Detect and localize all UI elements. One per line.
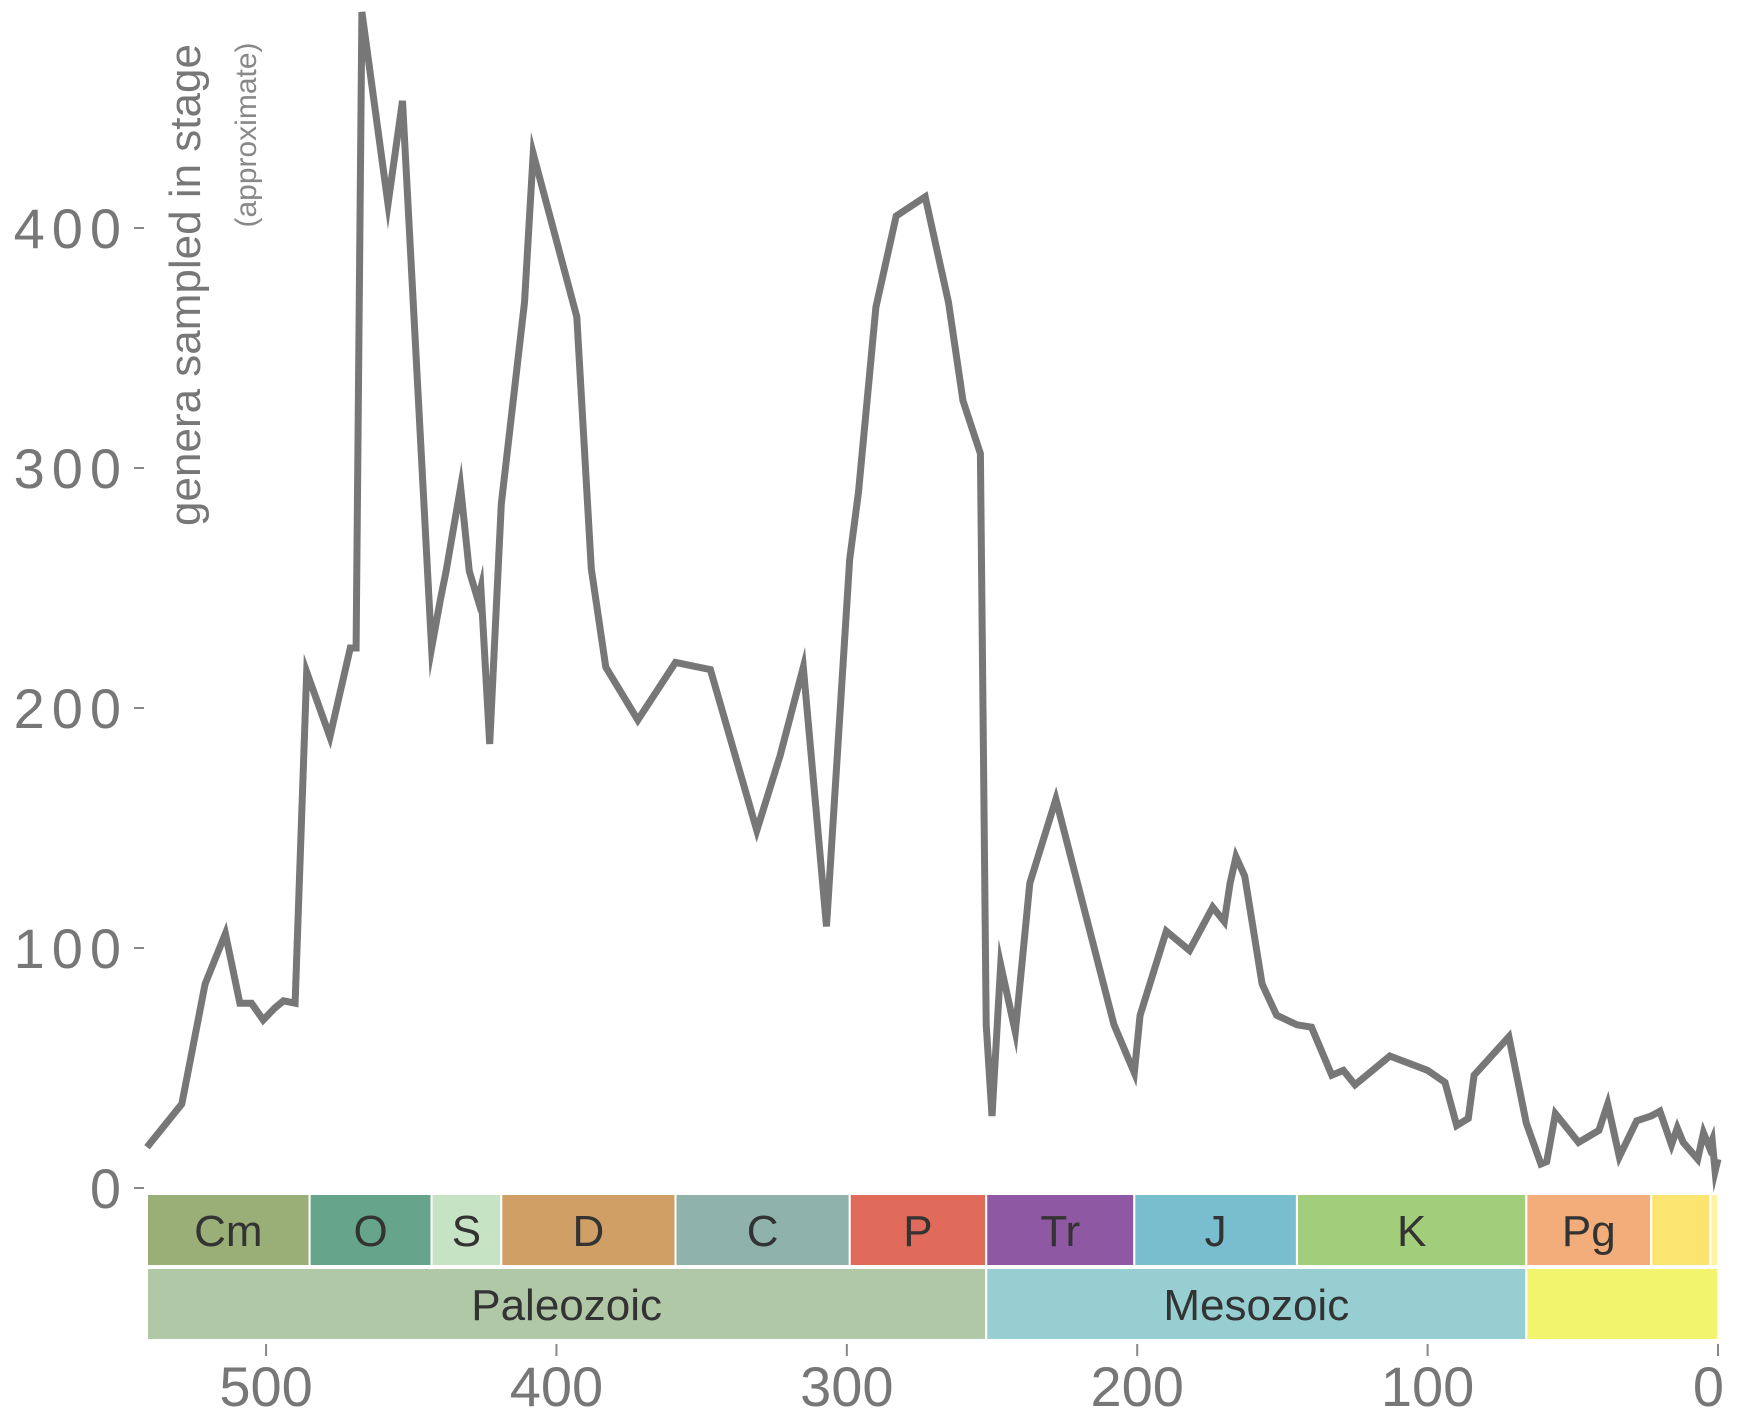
- data-line-group: [144, 11, 1722, 1193]
- x-tick-label: 100: [1381, 1355, 1474, 1412]
- period-label: Tr: [1040, 1207, 1080, 1256]
- geologic-period-band: Cm O S D C P Tr J K Pg: [146, 1193, 1720, 1267]
- era-box: [146, 1267, 988, 1341]
- era-box: [1525, 1267, 1719, 1341]
- series-line: [144, 11, 1722, 1193]
- x-tick-label: 200: [1091, 1355, 1184, 1412]
- x-axis: 500 400 300 200 100 0: [219, 1344, 1724, 1412]
- period-label: P: [903, 1207, 932, 1256]
- period-label: O: [353, 1207, 387, 1256]
- x-tick-label: 0: [1693, 1355, 1724, 1412]
- period-box: [430, 1193, 503, 1267]
- x-tick-label: 400: [510, 1355, 603, 1412]
- y-tick-label: 200: [14, 677, 128, 740]
- period-box: [1650, 1193, 1712, 1267]
- period-label: J: [1205, 1207, 1227, 1256]
- y-tick-label: 0: [90, 1157, 128, 1220]
- y-axis-title: genera sampled in stage (approximate): [161, 42, 263, 525]
- y-tick-label: 400: [14, 197, 128, 260]
- period-box: [308, 1193, 433, 1267]
- period-box: [1295, 1193, 1528, 1267]
- period-label: Pg: [1562, 1207, 1616, 1256]
- period-label: K: [1397, 1207, 1426, 1256]
- y-tick-label: 300: [14, 437, 128, 500]
- period-box: [1709, 1193, 1720, 1267]
- period-label: Cm: [194, 1207, 262, 1256]
- period-label: S: [452, 1207, 481, 1256]
- geologic-era-band: Paleozoic Mesozoic: [146, 1267, 1719, 1341]
- x-tick-label: 500: [219, 1355, 312, 1412]
- x-tick-label: 300: [800, 1355, 893, 1412]
- y-axis: 0 100 200 300 400: [14, 197, 144, 1220]
- period-label: D: [572, 1207, 604, 1256]
- period-label: C: [747, 1207, 779, 1256]
- y-tick-label: 100: [14, 917, 128, 980]
- era-label: Paleozoic: [471, 1281, 662, 1330]
- period-box: [985, 1193, 1136, 1267]
- period-box: [146, 1193, 311, 1267]
- era-label: Mesozoic: [1163, 1281, 1349, 1330]
- period-box: [674, 1193, 851, 1267]
- y-axis-label-note: (approximate): [230, 42, 263, 227]
- y-axis-label: genera sampled in stage: [161, 44, 210, 526]
